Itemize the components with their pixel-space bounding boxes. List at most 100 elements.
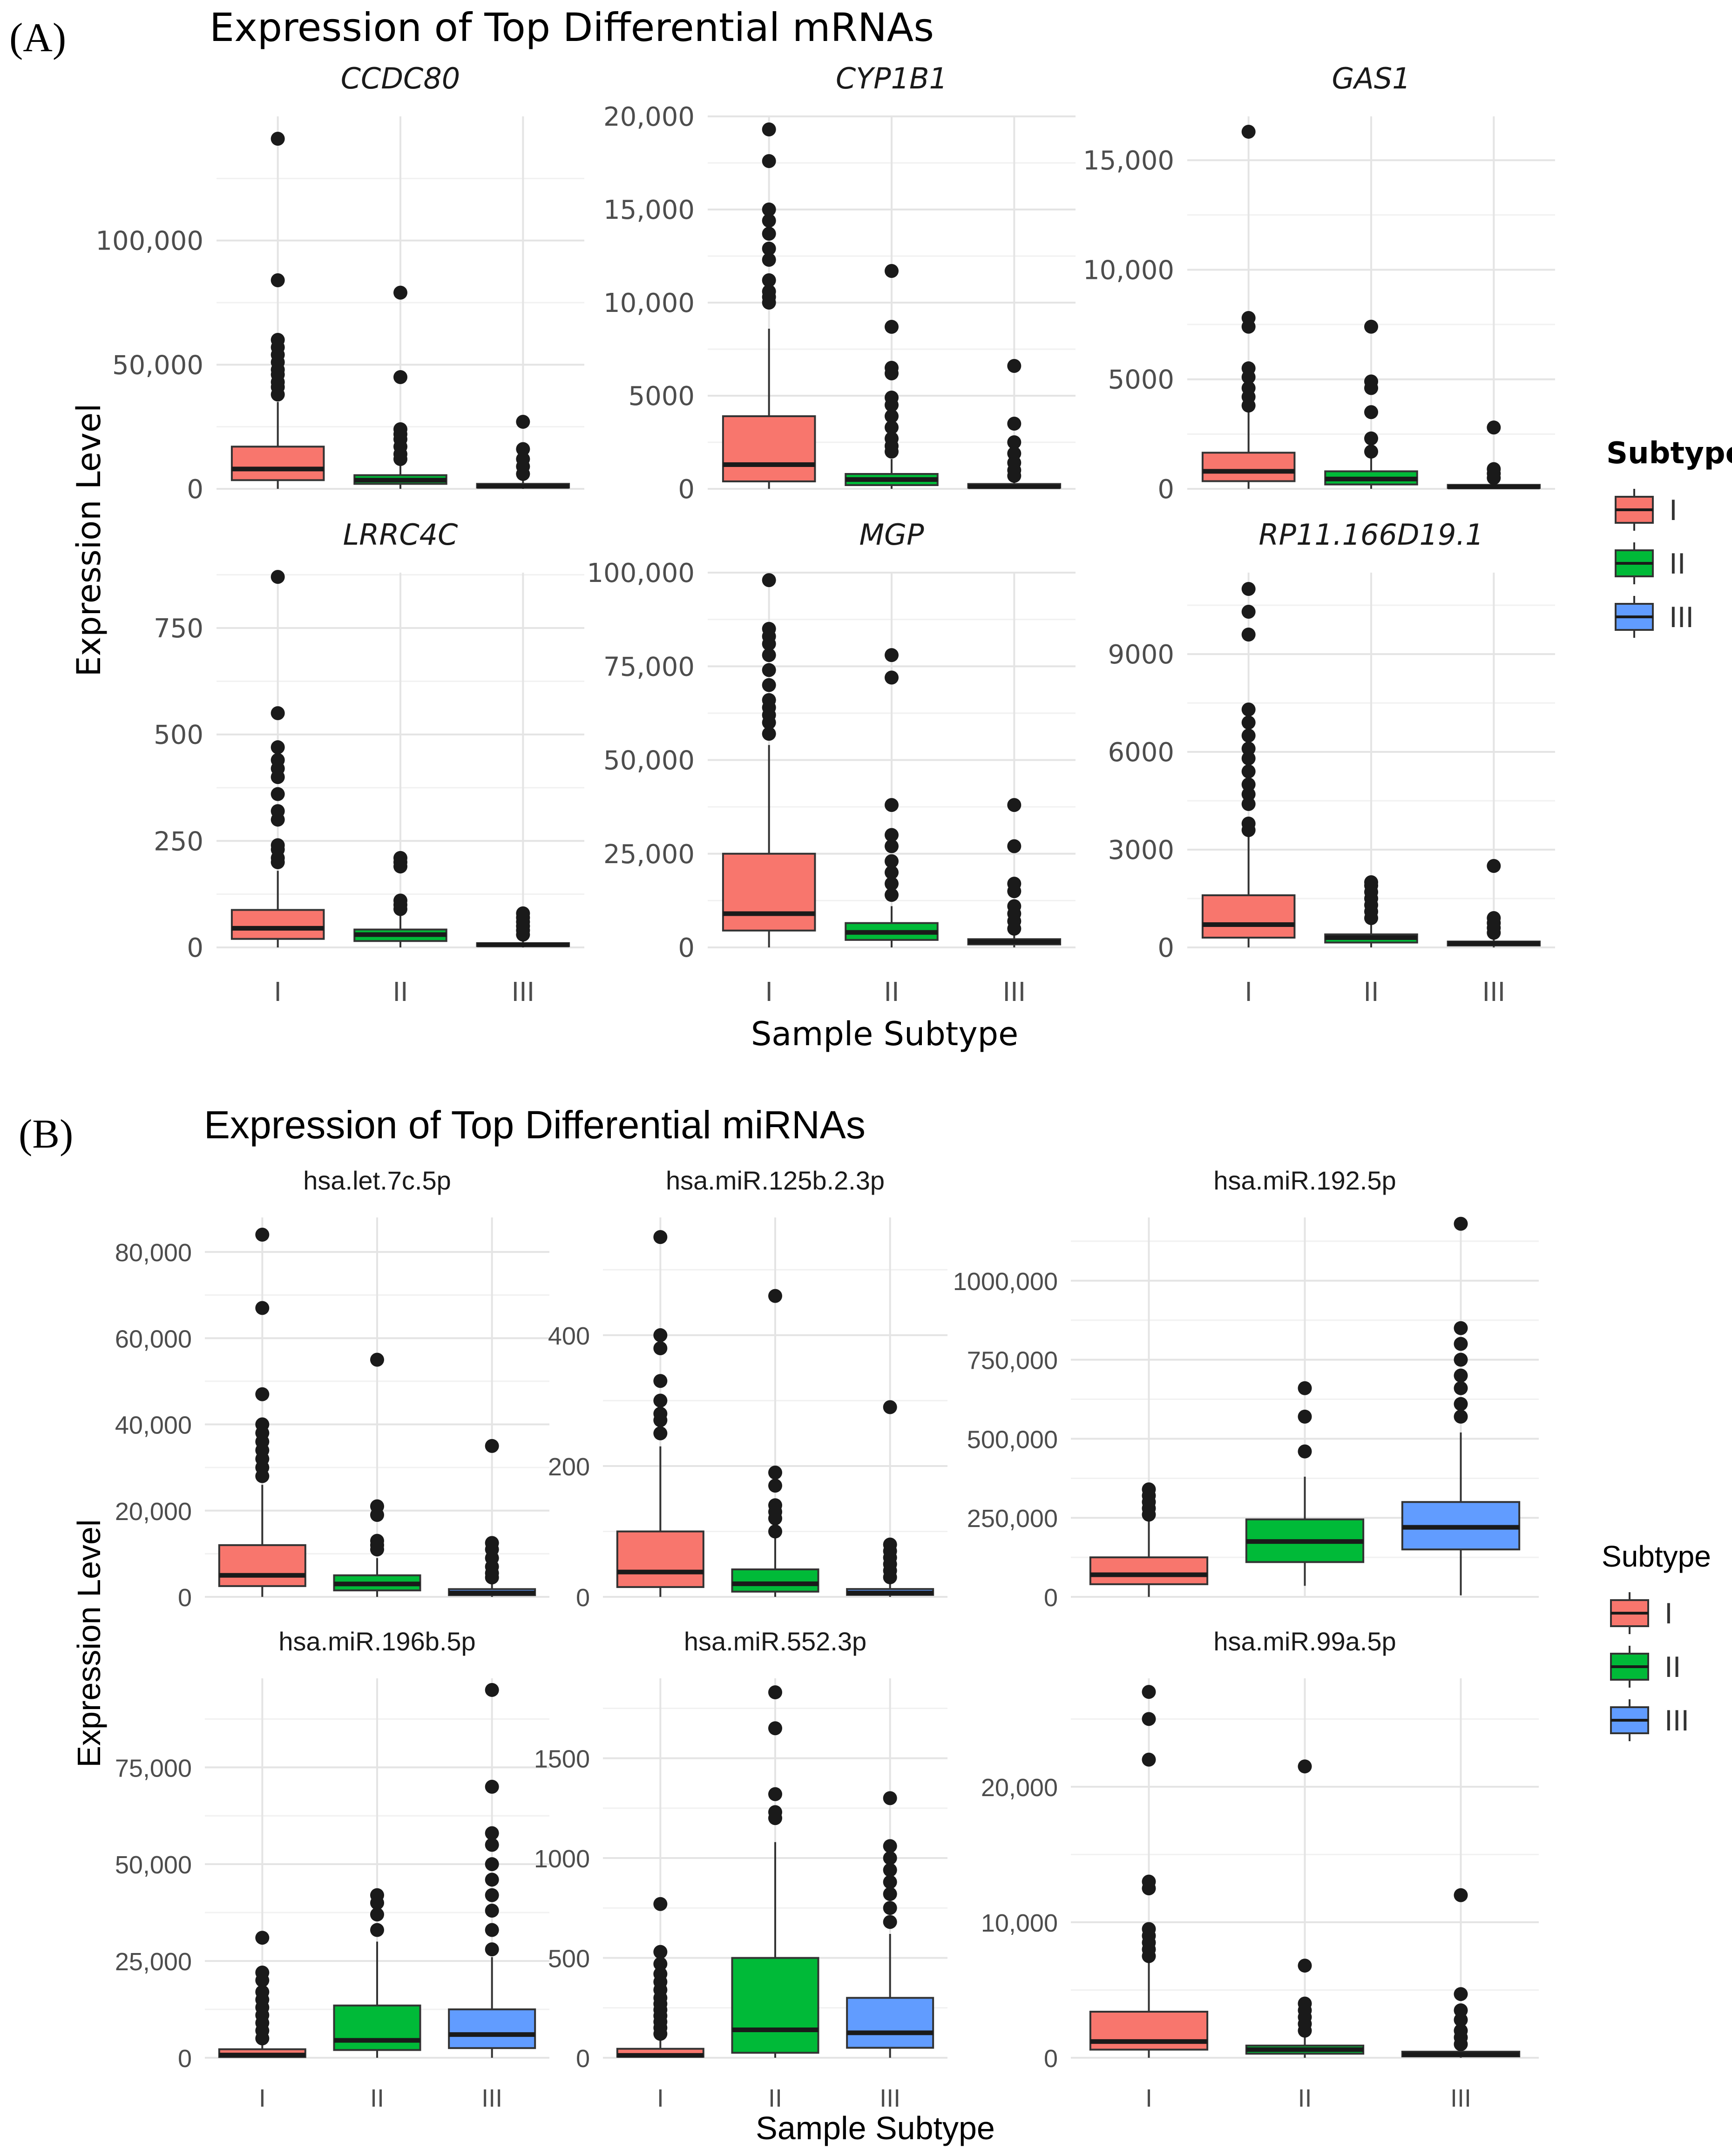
box-i (218, 1931, 306, 2058)
outlier-point (271, 570, 285, 584)
outlier-point (1241, 729, 1256, 743)
y-tick-label: 0 (1157, 474, 1174, 505)
legend-label: III (1664, 1705, 1689, 1737)
facet-gas1: 0 5000 10,000 15,000 GAS1 (1083, 61, 1555, 505)
outlier-point (762, 253, 776, 267)
outlier-point (485, 1942, 499, 1957)
outlier-point (255, 1228, 270, 1242)
facet-title: RP11.166D19.1 (1258, 518, 1483, 552)
outlier-point (885, 264, 899, 278)
outlier-point (271, 333, 285, 347)
x-tick-label: III (1450, 2084, 1471, 2112)
outlier-point (883, 1839, 897, 1853)
outlier-point (485, 1903, 499, 1918)
x-tick-label: III (880, 2084, 900, 2112)
outlier-point (768, 1289, 782, 1303)
y-tick-label: 75,000 (115, 1754, 192, 1782)
y-tick-label: 250 (154, 826, 203, 857)
outlier-point (885, 798, 899, 812)
outlier-point (1142, 1712, 1156, 1726)
outlier-point (768, 1498, 782, 1513)
legend-label: I (1664, 1598, 1673, 1630)
y-tick-label: 500,000 (967, 1426, 1058, 1453)
outlier-point (1454, 2003, 1468, 2018)
outlier-point (255, 1966, 270, 1980)
y-tick-label: 50,000 (115, 1851, 192, 1879)
facet-title: hsa.miR.125b.2.3p (666, 1166, 885, 1195)
box-ii (333, 1352, 421, 1597)
outlier-point (1007, 899, 1022, 913)
box-ii (1245, 1759, 1365, 2058)
box-i (722, 573, 816, 947)
outlier-point (883, 1887, 897, 1901)
outlier-point (516, 452, 530, 466)
outlier-point (255, 1931, 270, 1945)
outlier-point (762, 154, 776, 168)
outlier-point (516, 906, 530, 920)
outlier-point (1364, 405, 1378, 419)
outlier-point (762, 693, 776, 707)
panel-b: (B) Expression of Top Differential miRNAs… (19, 1103, 1711, 2146)
outlier-point (485, 1779, 499, 1794)
y-tick-label: 80,000 (115, 1239, 192, 1267)
box-iqr (722, 415, 816, 482)
y-tick-label: 15,000 (603, 195, 695, 225)
y-tick-label: 100,000 (587, 558, 695, 588)
outlier-point (485, 1888, 499, 1902)
outlier-point (653, 1957, 668, 1971)
outlier-point (1241, 817, 1256, 831)
y-tick-label: 25,000 (115, 1948, 192, 1976)
outlier-point (768, 1479, 782, 1493)
outlier-point (1364, 431, 1378, 446)
outlier-point (370, 1534, 384, 1548)
outlier-point (1298, 1409, 1312, 1424)
outlier-point (516, 442, 530, 456)
outlier-point (885, 839, 899, 853)
panel-label: (B) (19, 1112, 73, 1157)
y-tick-label: 60,000 (115, 1325, 192, 1353)
outlier-point (485, 1826, 499, 1840)
chart-title: Expression of Top Differential miRNAs (204, 1103, 866, 1147)
box-iii (1447, 420, 1541, 489)
x-tick-label: I (765, 977, 773, 1007)
outlier-point (883, 1400, 897, 1414)
outlier-point (485, 1857, 499, 1872)
outlier-point (393, 285, 407, 300)
y-tick-label: 5000 (628, 381, 695, 412)
box-i (1201, 124, 1296, 489)
outlier-point (885, 320, 899, 334)
outlier-point (1007, 446, 1022, 460)
y-tick-label: 100,000 (95, 226, 203, 257)
outlier-point (1007, 877, 1022, 891)
legend-item-iii: III (1615, 596, 1694, 638)
box-ii (731, 1289, 819, 1597)
outlier-point (1364, 875, 1378, 889)
outlier-point (885, 409, 899, 423)
y-tick-label: 200 (548, 1453, 590, 1481)
legend-title: Subtype (1602, 1540, 1711, 1573)
box-iqr (333, 2004, 421, 2051)
facet-ccdc80: 0 50,000 100,000 CCDC80 (95, 61, 584, 505)
outlier-point (1298, 1444, 1312, 1459)
outlier-point (485, 1536, 499, 1550)
outlier-point (271, 787, 285, 801)
outlier-point (885, 432, 899, 446)
box-i (616, 1230, 704, 1597)
y-tick-label: 0 (678, 933, 695, 963)
y-tick-label: 25,000 (603, 839, 695, 870)
y-tick-label: 250,000 (967, 1505, 1058, 1533)
outlier-point (762, 214, 776, 228)
outlier-point (653, 1967, 668, 1981)
box-iqr (1089, 2011, 1209, 2051)
outlier-point (1007, 435, 1022, 449)
outlier-point (1241, 777, 1256, 791)
outlier-point (1241, 764, 1256, 778)
outlier-point (762, 227, 776, 241)
box-i (616, 1897, 704, 2058)
facet-title: hsa.miR.99a.5p (1213, 1627, 1396, 1656)
y-tick-label: 0 (1157, 933, 1174, 963)
legend-label: I (1669, 494, 1678, 527)
outlier-point (271, 740, 285, 755)
